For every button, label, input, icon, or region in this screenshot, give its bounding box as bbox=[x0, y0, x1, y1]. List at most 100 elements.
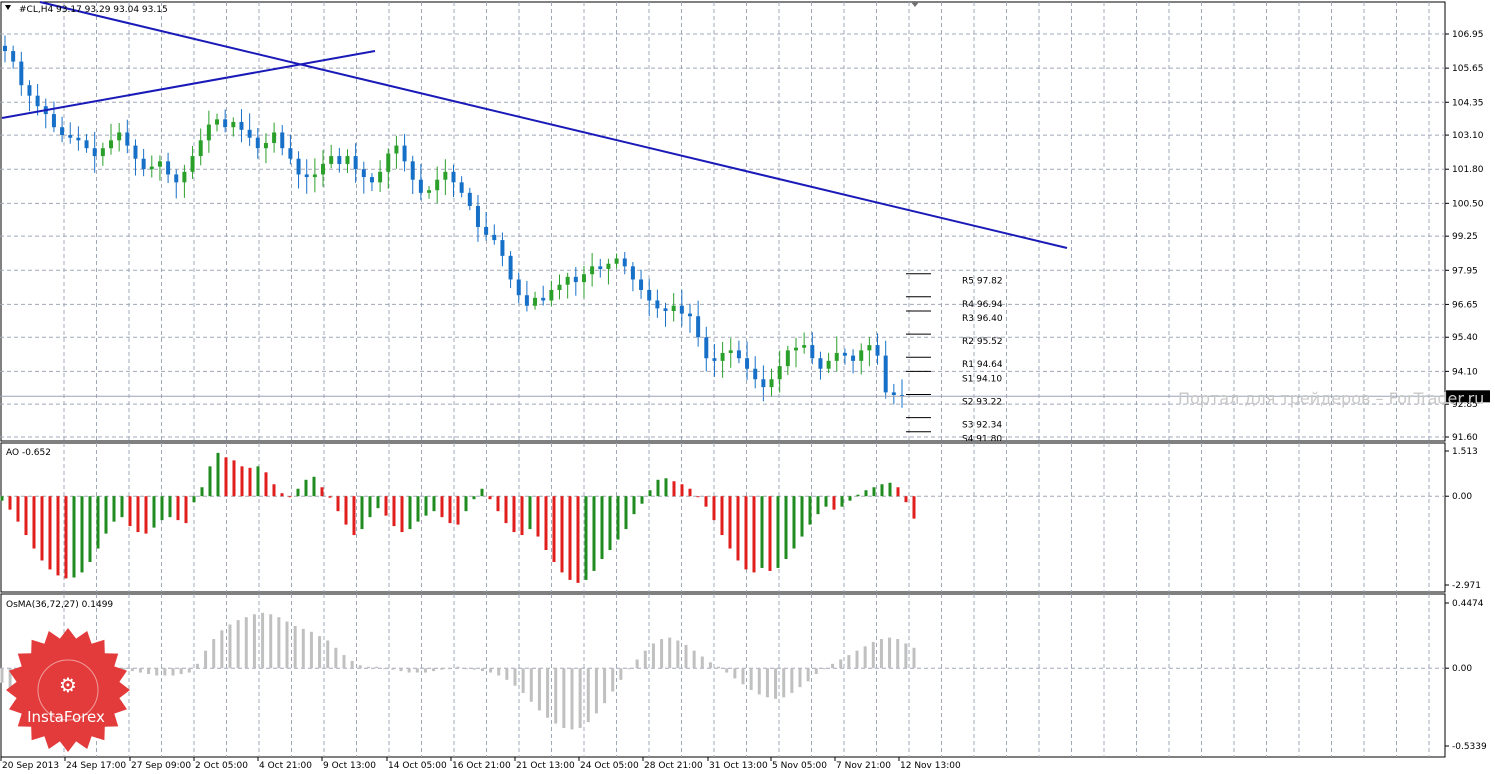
osma-bar bbox=[684, 644, 688, 669]
time-label: 5 Nov 05:00 bbox=[772, 761, 827, 771]
chart-title: #CL,H4 93.17 93.29 93.04 93.15 bbox=[19, 5, 168, 15]
price-tick-label: 103.10 bbox=[1452, 131, 1484, 141]
candle-body bbox=[777, 366, 782, 380]
time-label: 21 Oct 13:00 bbox=[516, 761, 575, 771]
osma-bar bbox=[375, 666, 379, 669]
logo-text: InstaForex bbox=[27, 708, 105, 726]
ao-bar bbox=[280, 493, 284, 497]
ao-bar bbox=[848, 496, 852, 501]
candle-body bbox=[541, 297, 546, 301]
ao-bar bbox=[24, 496, 28, 536]
osma-bar bbox=[790, 668, 794, 693]
last-price-text: 93.15 bbox=[1449, 392, 1475, 402]
ao-bar bbox=[816, 496, 820, 515]
ao-tick-label: 1.513 bbox=[1452, 447, 1478, 457]
osma-bar bbox=[0, 668, 4, 683]
osma-bar bbox=[635, 659, 639, 669]
ao-bar bbox=[736, 496, 740, 561]
ao-bar bbox=[72, 496, 76, 578]
osma-bar bbox=[228, 624, 232, 669]
pivot-label: R2 95.52 bbox=[962, 337, 1003, 347]
ao-bar bbox=[256, 466, 260, 497]
ao-bar bbox=[600, 496, 604, 559]
osma-bar bbox=[456, 666, 460, 669]
osma-bar bbox=[896, 639, 900, 669]
osma-bar bbox=[195, 663, 199, 669]
candle-body bbox=[418, 179, 423, 193]
candle-body bbox=[883, 355, 888, 393]
candle-body bbox=[769, 379, 774, 388]
candle-body bbox=[736, 350, 741, 359]
osma-bar bbox=[440, 668, 444, 670]
candle-body bbox=[166, 161, 171, 175]
ao-bar bbox=[272, 484, 276, 497]
candle-body bbox=[516, 279, 521, 296]
candle-body bbox=[329, 156, 334, 164]
candle-body bbox=[663, 308, 668, 311]
candle-body bbox=[533, 297, 538, 306]
logo-icon: ⚙ bbox=[59, 673, 77, 697]
price-tick-label: 101.80 bbox=[1452, 165, 1484, 175]
osma-bar bbox=[888, 637, 892, 669]
candle-body bbox=[451, 171, 456, 183]
osma-bar bbox=[586, 668, 590, 723]
ao-bar bbox=[64, 496, 68, 579]
candle-body bbox=[565, 276, 570, 285]
candle-body bbox=[785, 350, 790, 367]
osma-bar bbox=[309, 631, 313, 669]
ao-bar bbox=[344, 496, 348, 525]
candle-body bbox=[696, 316, 701, 338]
candle-body bbox=[720, 352, 725, 361]
candle-body bbox=[337, 156, 342, 164]
ao-bar bbox=[880, 484, 884, 497]
osma-bar bbox=[204, 650, 208, 669]
osma-bar bbox=[326, 640, 330, 669]
candle-body bbox=[174, 174, 179, 183]
candle-body bbox=[19, 61, 24, 86]
candle-body bbox=[68, 135, 73, 138]
candle-body bbox=[443, 171, 448, 180]
candle-body bbox=[590, 266, 595, 275]
ao-bar bbox=[576, 496, 580, 583]
candle-body bbox=[27, 85, 32, 96]
ao-bar bbox=[40, 496, 44, 561]
osma-bar bbox=[212, 639, 216, 669]
ao-bar bbox=[712, 496, 716, 521]
ao-bar bbox=[608, 496, 612, 551]
osma-bar bbox=[318, 636, 322, 669]
ao-bar bbox=[672, 481, 676, 497]
ao-bar bbox=[760, 496, 764, 568]
ao-bar bbox=[448, 496, 452, 524]
ao-bar bbox=[160, 496, 164, 521]
ao-tick-label: 0.00 bbox=[1452, 492, 1472, 502]
osma-bar bbox=[293, 625, 297, 669]
ao-bar bbox=[528, 496, 532, 530]
osma-bar bbox=[822, 668, 826, 670]
candle-body bbox=[272, 132, 277, 143]
osma-bar bbox=[757, 668, 761, 695]
candle-body bbox=[630, 266, 635, 280]
ao-bar bbox=[552, 496, 556, 562]
osma-bar bbox=[285, 621, 289, 669]
ao-bar bbox=[384, 496, 388, 516]
candle-body bbox=[402, 145, 407, 162]
price-tick-label: 106.95 bbox=[1452, 30, 1484, 40]
candle-body bbox=[793, 347, 798, 351]
ao-bar bbox=[640, 496, 644, 504]
ao-bar bbox=[856, 494, 860, 497]
osma-bar bbox=[798, 668, 802, 688]
last-price-badge bbox=[1446, 390, 1490, 403]
candle-body bbox=[712, 358, 717, 361]
chart-menu-marker bbox=[5, 5, 11, 10]
ao-bar bbox=[624, 496, 628, 530]
osma-bar bbox=[358, 665, 362, 669]
ao-bar bbox=[432, 496, 436, 512]
osma-bar bbox=[399, 668, 403, 672]
osma-bar bbox=[489, 668, 493, 673]
candle-body bbox=[826, 360, 831, 369]
candle-body bbox=[312, 174, 317, 178]
ao-bar bbox=[136, 496, 140, 533]
ao-bar bbox=[392, 496, 396, 527]
ao-bar bbox=[512, 496, 516, 533]
ao-bar bbox=[520, 496, 524, 536]
